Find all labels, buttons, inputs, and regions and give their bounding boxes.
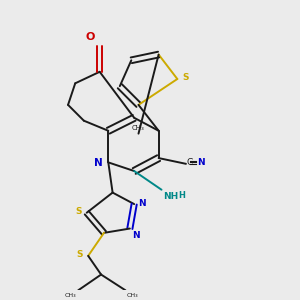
Text: O: O [86, 32, 95, 42]
Text: S: S [76, 250, 83, 260]
Text: C: C [187, 158, 193, 167]
Text: S: S [182, 73, 189, 82]
Text: CH₃: CH₃ [127, 293, 139, 298]
Text: H: H [178, 191, 185, 200]
Text: N: N [197, 158, 205, 167]
Text: N: N [132, 231, 140, 240]
Text: NH: NH [163, 192, 178, 201]
Text: CH₃: CH₃ [132, 125, 145, 131]
Text: N: N [94, 158, 103, 168]
Text: CH₃: CH₃ [65, 293, 77, 298]
Text: S: S [75, 207, 82, 216]
Text: N: N [138, 199, 145, 208]
